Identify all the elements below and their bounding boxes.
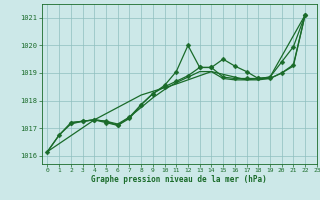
X-axis label: Graphe pression niveau de la mer (hPa): Graphe pression niveau de la mer (hPa): [91, 175, 267, 184]
